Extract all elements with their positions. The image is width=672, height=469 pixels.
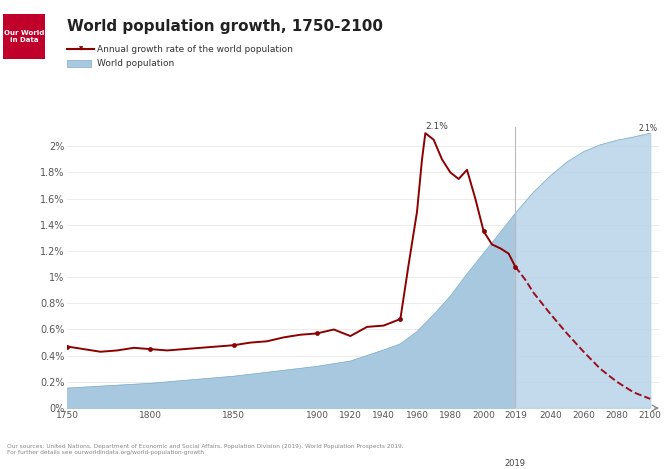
Text: ▼: ▼ [79,47,83,52]
Text: Our World
in Data: Our World in Data [4,30,44,43]
Point [145,345,156,353]
Point [312,330,323,337]
Text: 2.1%: 2.1% [638,123,658,133]
Text: World population growth, 1750-2100: World population growth, 1750-2100 [67,19,383,34]
Point [228,341,239,349]
Text: 2.1%: 2.1% [425,121,448,130]
Text: Annual growth rate of the world population: Annual growth rate of the world populati… [97,45,293,54]
Text: Our sources: United Nations, Department of Economic and Social Affairs, Populati: Our sources: United Nations, Department … [7,444,403,455]
Point [62,343,73,350]
Point [395,315,406,323]
Text: World population: World population [97,59,175,68]
Point [478,227,489,235]
Point [510,263,521,271]
Text: 2019: 2019 [505,459,526,468]
